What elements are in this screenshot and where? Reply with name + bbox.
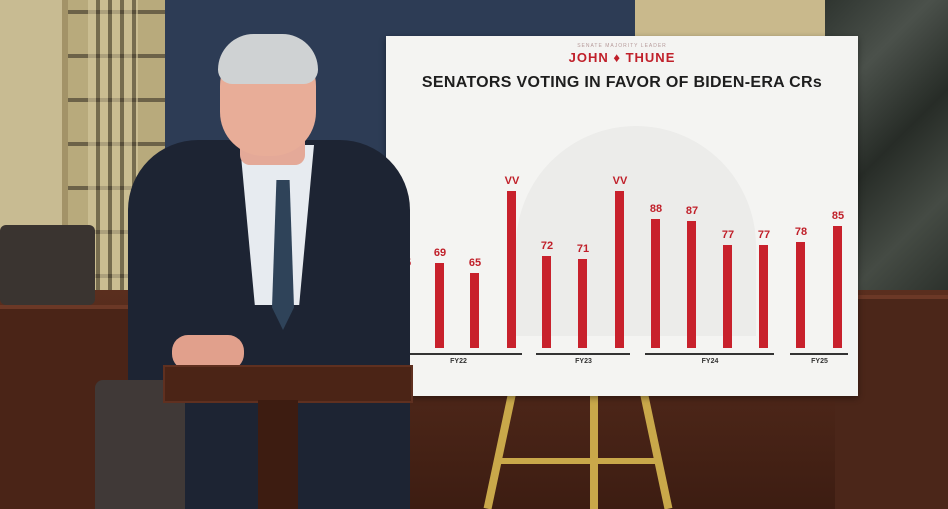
chart-bar [651,218,660,348]
group-label: FY24 [701,358,719,365]
chart-bar [615,190,624,348]
chart-title: SENATORS VOTING IN FAVOR OF BIDEN-ERA CR… [421,74,823,91]
lectern [163,365,413,403]
chart-bar [542,256,551,348]
speaker-hand [172,335,244,370]
group-label: FY22 [450,358,467,365]
group-bracket [394,353,522,355]
bar-value-label: 71 [576,242,590,255]
group-bracket [536,353,630,355]
chart-bar [470,272,479,348]
bar-value-label: VV [612,174,628,187]
bar-value-label: 77 [757,228,771,241]
chart-bar [687,221,696,348]
bar-value-label: 85 [831,209,845,222]
bar-value-label: 88 [649,202,663,215]
brand-logo: JOHN ♦ THUNE [568,50,676,65]
easel-crossbar [500,458,660,464]
chart-bar [796,242,805,348]
chart-bar [435,263,444,348]
chart-bar [723,244,732,348]
chart-bar [507,190,516,348]
chart-board: SENATE MAJORITY LEADER JOHN ♦ THUNE SENA… [386,36,858,396]
brand-subtitle: SENATE MAJORITY LEADER [577,43,667,49]
chart-bar [759,244,768,348]
chart-bar [833,225,842,348]
group-label: FY23 [575,358,592,365]
group-bracket [645,353,774,355]
bar-value-label: 87 [685,205,699,218]
easel-leg-center [590,390,598,509]
group-label: FY25 [811,358,828,365]
bar-value-label: 69 [433,247,447,260]
speaker-hair [218,34,318,84]
bar-value-label: 77 [721,228,735,241]
bar-value-label: 72 [540,240,554,253]
bar-value-label: 78 [794,226,808,239]
bar-value-label: 65 [468,256,482,269]
bar-value-label: VV [504,174,520,187]
group-bracket [790,353,848,355]
chart-bar [578,258,587,348]
speaker-tie [272,180,294,330]
background-chair [0,225,95,305]
lectern-post [258,400,298,509]
